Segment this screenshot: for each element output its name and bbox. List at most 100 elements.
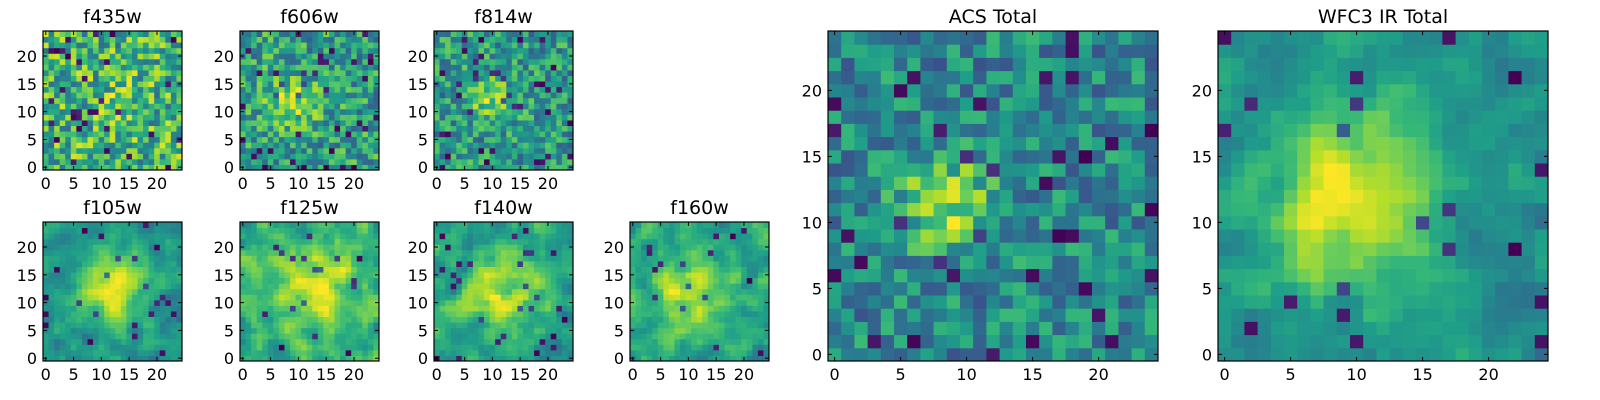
heatmap-cell — [534, 75, 541, 82]
y-tick-label: 15 — [604, 266, 624, 285]
heatmap-cell — [434, 283, 441, 290]
heatmap-cell — [137, 136, 144, 143]
heatmap-cell — [245, 97, 252, 104]
heatmap-cell — [295, 277, 302, 284]
heatmap-cell — [323, 233, 330, 240]
heatmap-cell — [251, 249, 258, 256]
heatmap-cell — [373, 64, 380, 71]
heatmap-cell — [746, 355, 753, 362]
heatmap-cell — [148, 153, 155, 160]
heatmap-cell — [165, 64, 172, 71]
heatmap-cell — [76, 36, 83, 43]
heatmap-cell — [176, 255, 183, 262]
heatmap-cell — [467, 344, 474, 351]
heatmap-cell — [511, 125, 518, 132]
heatmap-cell — [81, 222, 88, 229]
heatmap-cell — [517, 344, 524, 351]
heatmap-cell — [323, 283, 330, 290]
x-tick-label: 20 — [538, 365, 558, 384]
heatmap-cell — [561, 125, 568, 132]
heatmap-cell — [489, 244, 496, 251]
heatmap-cell — [328, 310, 336, 318]
heatmap-cell — [461, 333, 468, 340]
heatmap-cell — [328, 255, 336, 262]
heatmap-cell — [59, 344, 66, 351]
heatmap-cell — [131, 305, 139, 312]
heatmap-cell — [1144, 281, 1159, 296]
heatmap-cell — [65, 222, 72, 229]
heatmap-cell — [534, 31, 541, 38]
heatmap-cell — [373, 119, 380, 127]
heatmap-cell — [165, 272, 172, 279]
heatmap-cell — [652, 310, 659, 318]
heatmap-cell — [680, 316, 687, 323]
heatmap-cell — [434, 103, 441, 110]
heatmap-cell — [328, 103, 336, 110]
heatmap-cell — [115, 333, 122, 340]
heatmap-cell — [284, 47, 291, 54]
heatmap-cell — [724, 305, 731, 312]
heatmap-cell — [345, 97, 352, 104]
heatmap-cell — [685, 283, 692, 290]
panel-title: f105w — [83, 197, 142, 219]
heatmap-cell — [484, 92, 491, 99]
heatmap-cell — [76, 97, 83, 104]
heatmap-cell — [506, 53, 513, 60]
heatmap-cell — [539, 47, 546, 54]
heatmap-cell — [456, 344, 463, 351]
heatmap-cell — [323, 288, 330, 295]
heatmap-cell — [461, 108, 468, 115]
heatmap-cell — [545, 131, 552, 138]
heatmap-cell — [854, 334, 869, 349]
heatmap-cell — [104, 349, 111, 356]
heatmap-cell — [81, 288, 88, 295]
heatmap-cell — [323, 103, 330, 110]
heatmap-cell — [450, 222, 457, 229]
heatmap-cell — [652, 227, 659, 234]
heatmap-cell — [550, 283, 557, 290]
heatmap-cell — [43, 305, 50, 312]
heatmap-cell — [456, 294, 463, 301]
heatmap-cell — [340, 42, 347, 49]
heatmap-cell — [306, 69, 313, 76]
heatmap-cell — [340, 31, 347, 38]
heatmap-cell — [340, 153, 347, 160]
heatmap-cell — [159, 58, 166, 65]
heatmap-cell — [273, 333, 280, 340]
heatmap-cell — [262, 75, 269, 82]
heatmap-cell — [59, 355, 66, 362]
heatmap-cell — [312, 316, 319, 323]
heatmap-cell — [478, 36, 485, 43]
heatmap-cell — [81, 131, 88, 138]
heatmap-cell — [445, 153, 452, 160]
heatmap-cell — [730, 260, 737, 267]
heatmap-cell — [450, 86, 457, 93]
heatmap-cell — [345, 310, 352, 318]
heatmap-cell — [484, 338, 491, 345]
heatmap-cell — [461, 255, 468, 262]
heatmap-cell — [245, 238, 252, 245]
heatmap-cell — [472, 36, 479, 43]
heatmap-cell — [894, 202, 908, 217]
heatmap-cell — [328, 316, 336, 323]
heatmap-cell — [478, 222, 485, 229]
heatmap-cell — [54, 333, 61, 340]
heatmap-cell — [1026, 308, 1040, 322]
heatmap-cell — [1065, 268, 1080, 283]
heatmap-cell — [986, 321, 1001, 336]
heatmap-cell — [131, 36, 139, 43]
heatmap-cell — [999, 268, 1014, 283]
heatmap-cell — [143, 233, 150, 240]
y-tick-label: 20 — [214, 238, 234, 257]
heatmap-cell — [312, 222, 319, 229]
heatmap-cell — [472, 355, 479, 362]
heatmap-cell — [461, 147, 468, 154]
heatmap-cell — [328, 136, 336, 143]
heatmap-cell — [495, 114, 502, 121]
heatmap-cell — [724, 294, 731, 301]
heatmap-cell — [657, 249, 664, 256]
heatmap-cell — [646, 233, 653, 240]
x-tick-label: 0 — [41, 174, 51, 193]
heatmap-cell — [472, 108, 479, 115]
heatmap-cell — [724, 233, 731, 240]
